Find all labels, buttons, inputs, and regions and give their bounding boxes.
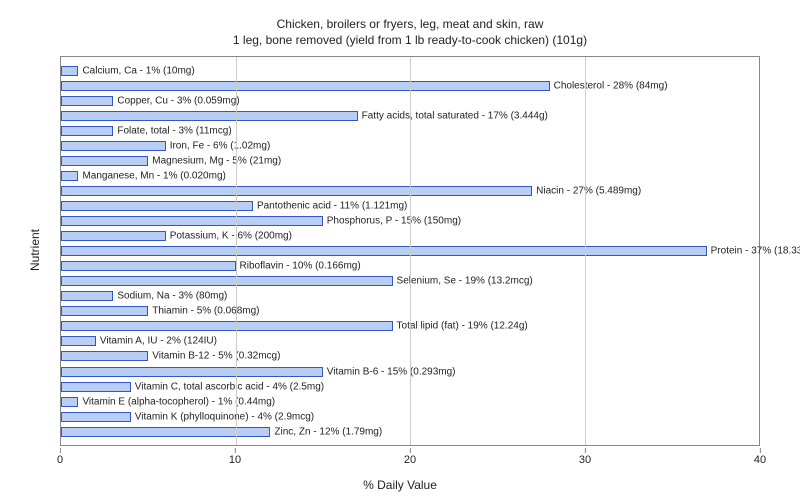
bar bbox=[61, 96, 113, 106]
bar bbox=[61, 261, 236, 271]
x-tick: 20 bbox=[404, 454, 416, 466]
bar-label: Copper, Cu - 3% (0.059mg) bbox=[113, 95, 239, 106]
bar-label: Zinc, Zn - 12% (1.79mg) bbox=[270, 426, 382, 437]
title-line-1: Chicken, broilers or fryers, leg, meat a… bbox=[60, 16, 760, 32]
title-line-2: 1 leg, bone removed (yield from 1 lb rea… bbox=[60, 32, 760, 48]
bar-label: Vitamin C, total ascorbic acid - 4% (2.5… bbox=[131, 381, 324, 392]
bar bbox=[61, 186, 532, 196]
bar-label: Iron, Fe - 6% (1.02mg) bbox=[166, 141, 271, 152]
bar-label: Magnesium, Mg - 5% (21mg) bbox=[148, 156, 281, 167]
bar-label: Sodium, Na - 3% (80mg) bbox=[113, 291, 227, 302]
bar bbox=[61, 66, 78, 76]
bar bbox=[61, 111, 358, 121]
bar-label: Vitamin K (phylloquinone) - 4% (2.9mcg) bbox=[131, 411, 314, 422]
bar-label: Calcium, Ca - 1% (10mg) bbox=[78, 65, 194, 76]
bar-label: Vitamin B-12 - 5% (0.32mcg) bbox=[148, 351, 280, 362]
bar bbox=[61, 336, 96, 346]
x-tick: 10 bbox=[229, 454, 241, 466]
bar bbox=[61, 276, 393, 286]
bar-label: Riboflavin - 10% (0.166mg) bbox=[236, 261, 361, 272]
bar-label: Pantothenic acid - 11% (1.121mg) bbox=[253, 201, 407, 212]
bar-label: Vitamin B-6 - 15% (0.293mg) bbox=[323, 366, 456, 377]
bar bbox=[61, 231, 166, 241]
bar-label: Folate, total - 3% (11mcg) bbox=[113, 126, 231, 137]
x-axis-ticks: 010203040 bbox=[60, 454, 760, 470]
gridline bbox=[585, 57, 586, 445]
bar bbox=[61, 171, 78, 181]
bar-label: Total lipid (fat) - 19% (12.24g) bbox=[393, 321, 528, 332]
x-axis-label: % Daily Value bbox=[0, 478, 800, 492]
bar bbox=[61, 397, 78, 407]
bar bbox=[61, 427, 270, 437]
bar bbox=[61, 351, 148, 361]
bar bbox=[61, 156, 148, 166]
bar-label: Niacin - 27% (5.489mg) bbox=[532, 186, 641, 197]
bar-label: Potassium, K - 6% (200mg) bbox=[166, 231, 292, 242]
bar-label: Protein - 37% (18.33g) bbox=[707, 246, 800, 257]
bar bbox=[61, 216, 323, 226]
bar-label: Selenium, Se - 19% (13.2mcg) bbox=[393, 276, 533, 287]
bar-label: Vitamin E (alpha-tocopherol) - 1% (0.44m… bbox=[78, 396, 275, 407]
bar-label: Cholesterol - 28% (84mg) bbox=[550, 80, 668, 91]
x-tick: 30 bbox=[579, 454, 591, 466]
bar-label: Vitamin A, IU - 2% (124IU) bbox=[96, 336, 217, 347]
bar-label: Fatty acids, total saturated - 17% (3.44… bbox=[358, 110, 548, 121]
x-tick: 40 bbox=[754, 454, 766, 466]
bar bbox=[61, 246, 707, 256]
x-tick: 0 bbox=[57, 454, 63, 466]
bar bbox=[61, 321, 393, 331]
bar bbox=[61, 382, 131, 392]
plot-area: Calcium, Ca - 1% (10mg) Cholesterol - 28%… bbox=[60, 56, 760, 446]
bar bbox=[61, 291, 113, 301]
bar-label: Manganese, Mn - 1% (0.020mg) bbox=[78, 171, 225, 182]
bar bbox=[61, 367, 323, 377]
bar bbox=[61, 126, 113, 136]
gridline bbox=[236, 57, 237, 445]
chart-title: Chicken, broilers or fryers, leg, meat a… bbox=[60, 16, 760, 48]
y-axis-label: Nutrient bbox=[28, 229, 42, 271]
bar bbox=[61, 412, 131, 422]
bar-label: Phosphorus, P - 15% (150mg) bbox=[323, 216, 461, 227]
bar bbox=[61, 306, 148, 316]
bar bbox=[61, 201, 253, 211]
bar bbox=[61, 81, 550, 91]
bar-label: Thiamin - 5% (0.068mg) bbox=[148, 306, 259, 317]
nutrition-chart: Chicken, broilers or fryers, leg, meat a… bbox=[0, 0, 800, 500]
gridline bbox=[410, 57, 411, 445]
bar bbox=[61, 141, 166, 151]
